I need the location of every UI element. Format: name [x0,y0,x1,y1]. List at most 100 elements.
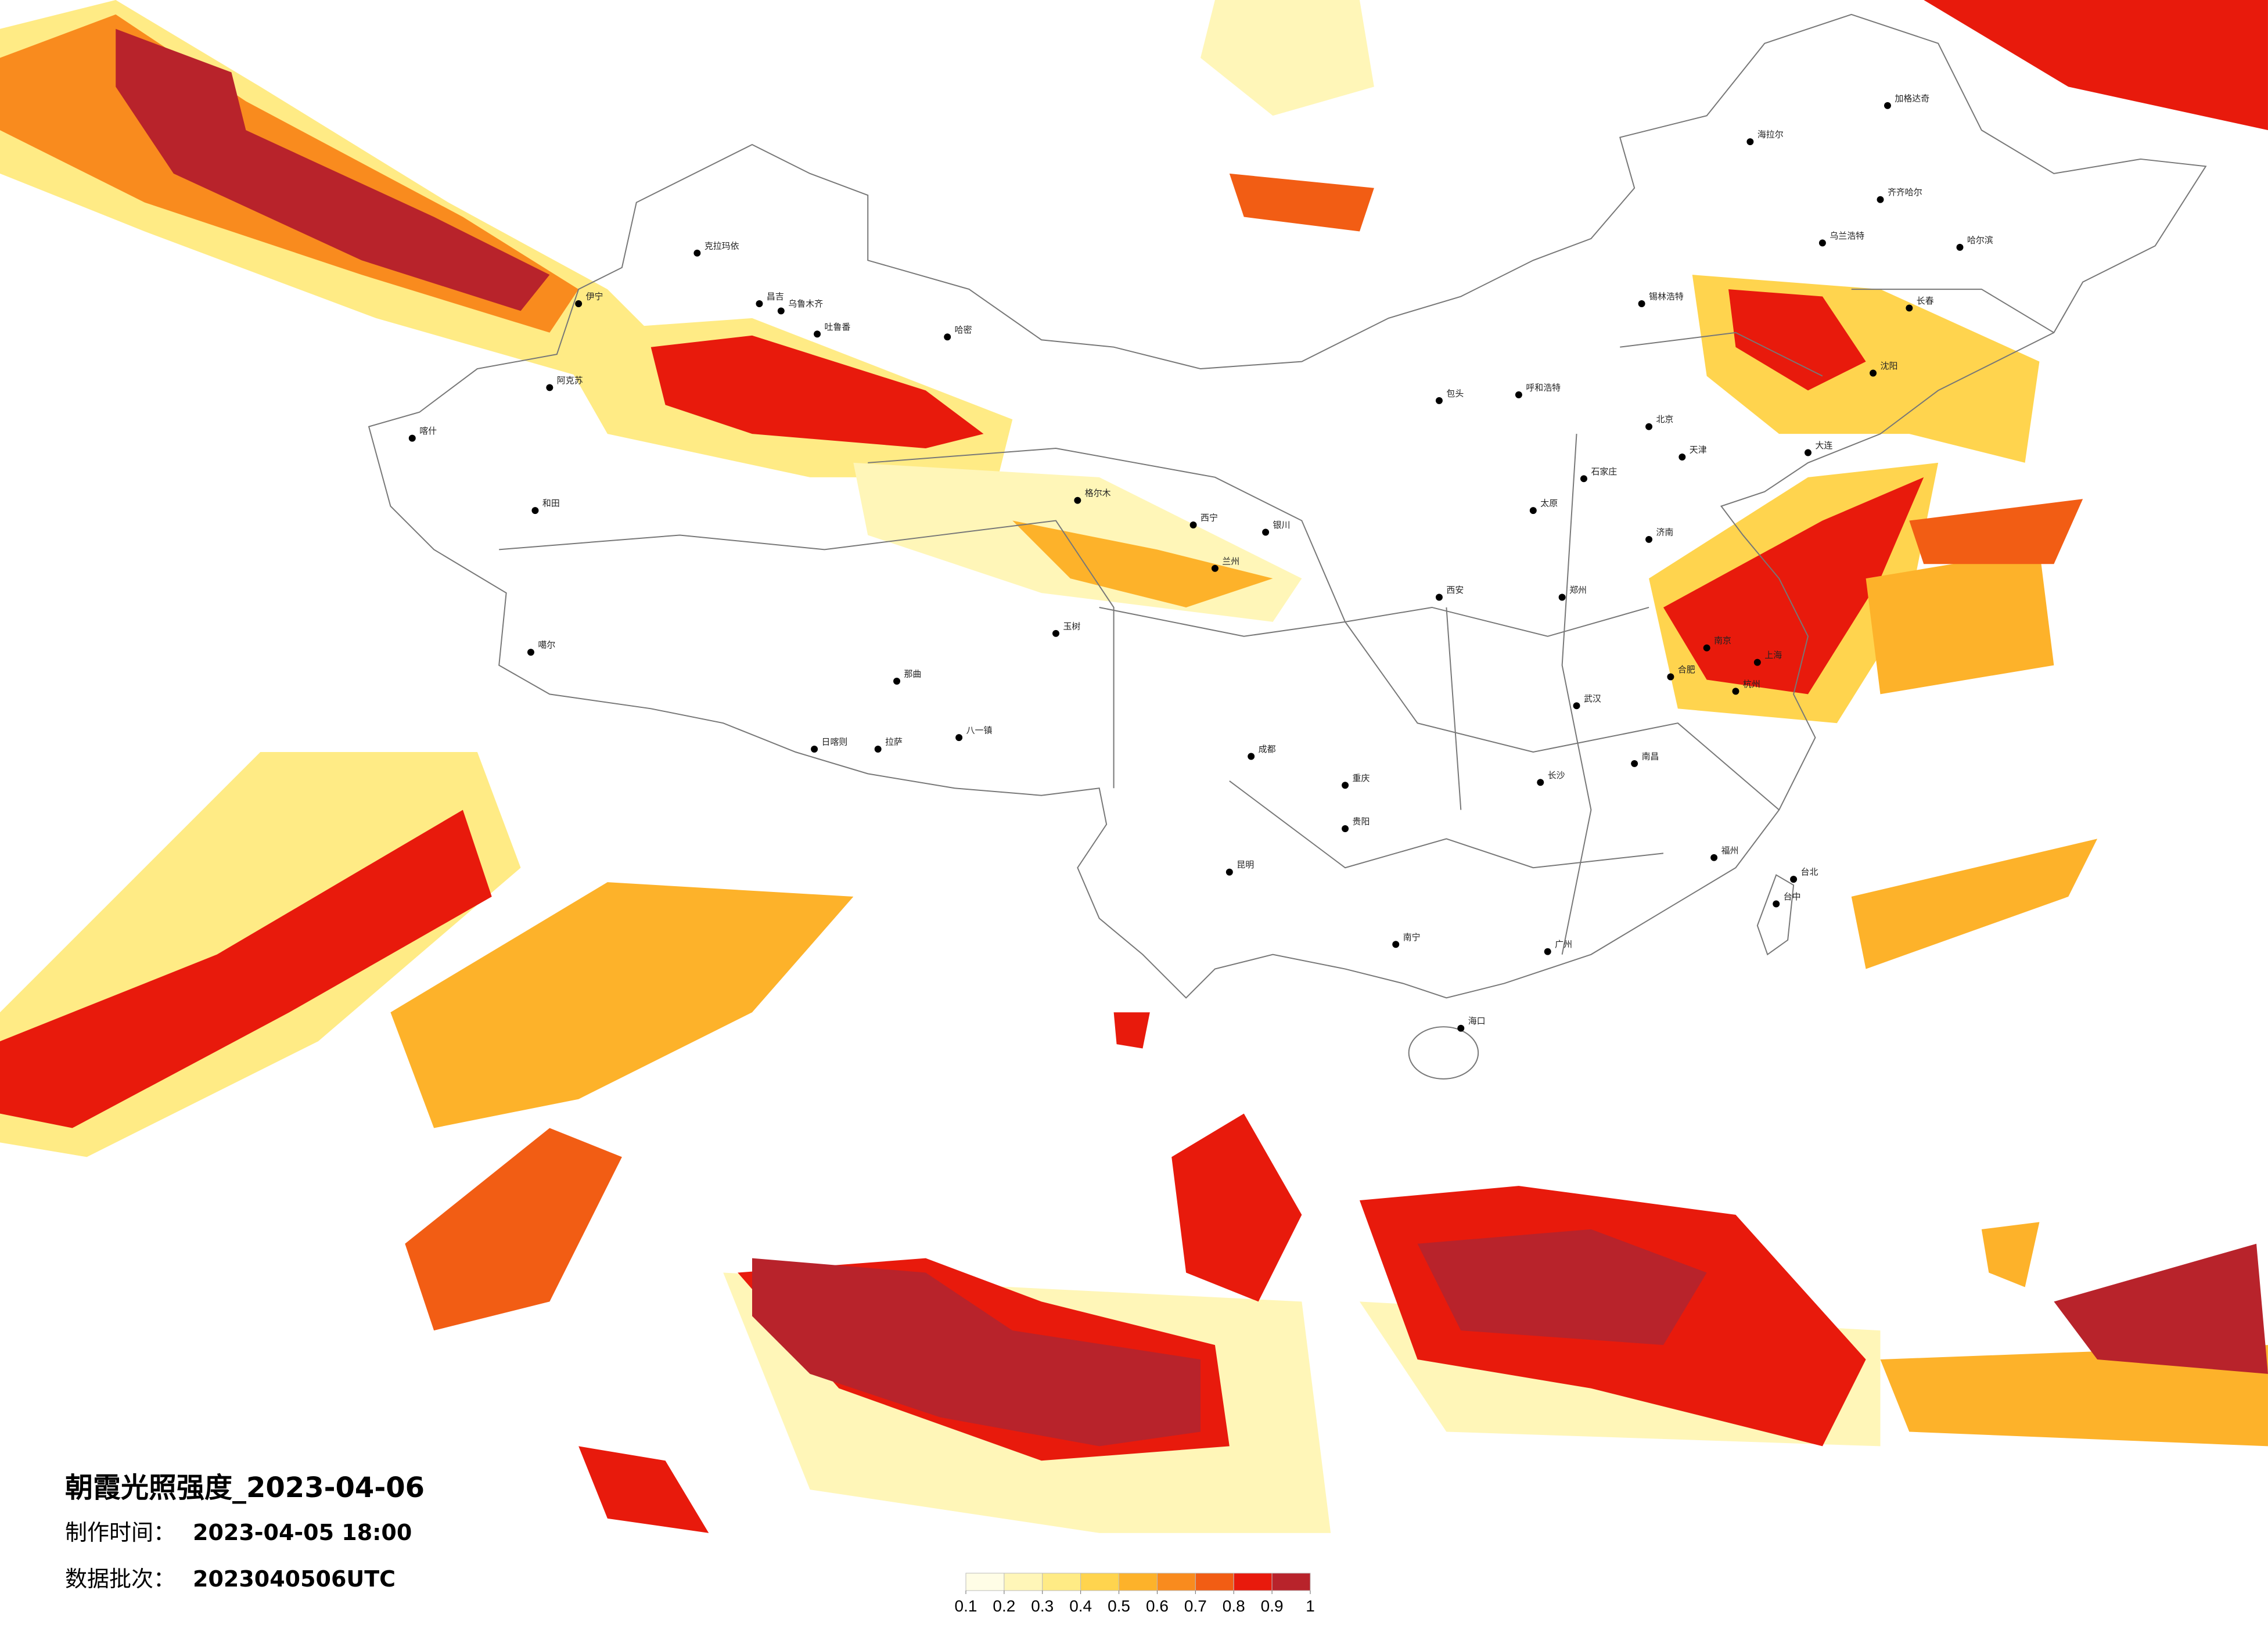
city-label: 合肥 [1678,664,1695,675]
city-dot [1906,304,1913,312]
city-dot [1580,475,1587,483]
city-dot [756,300,763,307]
city-label: 南宁 [1403,932,1421,942]
city-label: 喀什 [419,426,437,436]
city-dot [1074,497,1081,504]
city-dot [1631,760,1638,767]
made-label: 制作时间： [65,1520,175,1545]
city-dot [1773,900,1780,908]
taiwan-outline [1756,874,1795,956]
city-dot [874,746,882,753]
city-label: 海拉尔 [1757,129,1784,140]
legend-tick-label: 0.2 [993,1597,1015,1615]
city-label: 长春 [1917,296,1934,306]
city-dot [527,649,534,656]
legend-tick-label: 0.7 [1184,1597,1207,1615]
legend-tick-label: 0.8 [1223,1597,1245,1615]
city-dot [1573,702,1580,710]
city-dot [693,249,701,257]
heat-blob [1201,0,1374,116]
city-label: 上海 [1764,650,1782,660]
heat-blob [650,335,984,449]
legend-swatch [1042,1573,1081,1591]
heat-blob [1981,1222,2040,1287]
heat-blob [1851,839,2098,969]
city-label: 阿克苏 [557,375,583,386]
heat-blob [1012,520,1273,607]
city-dot [1435,397,1443,404]
city-dot [408,434,416,442]
legend: 0.1 0.2 0.3 0.4 0.5 0.6 0.7 0.8 0.9 1 [955,1573,1315,1615]
map-title: 朝霞光照强度_2023-04-06 [65,1472,425,1504]
heat-blob [1171,1113,1302,1302]
heat-blob [390,882,854,1128]
city-label: 哈尔滨 [1967,235,1993,245]
city-label: 昆明 [1237,859,1254,870]
legend-swatch [1195,1573,1234,1591]
city-label: 济南 [1656,527,1674,537]
city-dot [1638,300,1645,307]
city-label: 玉树 [1063,621,1080,631]
legend-swatch [965,1573,1005,1591]
heat-blob [752,1258,1201,1447]
city-dot [1189,521,1197,528]
city-label: 银川 [1273,520,1291,530]
legend-tick-label: 0.9 [1261,1597,1284,1615]
city-dot [1790,876,1798,883]
legend-swatch [1004,1573,1043,1591]
city-label: 昌吉 [767,292,784,302]
heat-field [0,0,2268,1533]
city-label: 福州 [1721,845,1739,855]
city-dot [1746,138,1754,146]
city-label: 乌兰浩特 [1830,231,1864,241]
city-dot [814,330,821,338]
city-dot [1678,453,1686,461]
city-dot [777,307,785,315]
city-label: 郑州 [1569,585,1587,595]
city-dot [1956,243,1964,251]
city-dot [1818,239,1826,247]
legend-tick-label: 0.5 [1108,1597,1130,1615]
boundaries [368,13,2207,1080]
city-dot [1732,688,1739,695]
city-dot [546,384,553,391]
city-label: 呼和浩特 [1526,382,1561,393]
city-label: 兰州 [1222,556,1239,566]
city-dot [811,746,818,753]
city-label: 那曲 [904,669,922,679]
city-label: 沈阳 [1881,361,1898,371]
batch-label: 数据批次： [65,1566,175,1592]
city-label: 石家庄 [1591,466,1617,477]
city-dot [1877,196,1884,203]
city-label: 拉萨 [885,737,903,747]
city-dot [1515,391,1522,398]
heat-blob [1909,499,2083,564]
city-dot [531,507,539,515]
city-dot [893,678,901,685]
city-label: 贵阳 [1353,816,1370,827]
legend-tick-label: 0.6 [1146,1597,1169,1615]
legend-swatch [1080,1573,1120,1591]
city-dot [944,333,951,341]
city-dot [955,734,963,742]
legend-tick-label: 0.1 [955,1597,977,1615]
city-dot [575,300,583,307]
city-label: 加格达奇 [1895,93,1929,103]
country-outline [368,13,2207,999]
city-dot [1529,507,1537,515]
city-label: 吐鲁番 [825,322,851,332]
city-dot [1645,423,1653,430]
made-value: 2023-04-05 18:00 [193,1520,412,1545]
city-label: 和田 [542,498,560,509]
city-label: 西安 [1446,585,1464,595]
city-dot [1558,593,1566,601]
city-dot [1392,941,1400,948]
city-label: 南京 [1714,635,1731,646]
city-label: 齐齐哈尔 [1888,187,1922,197]
city-label: 天津 [1690,444,1707,455]
city-dot [1052,629,1059,637]
city-dot [1645,535,1653,543]
city-label: 太原 [1540,498,1558,509]
